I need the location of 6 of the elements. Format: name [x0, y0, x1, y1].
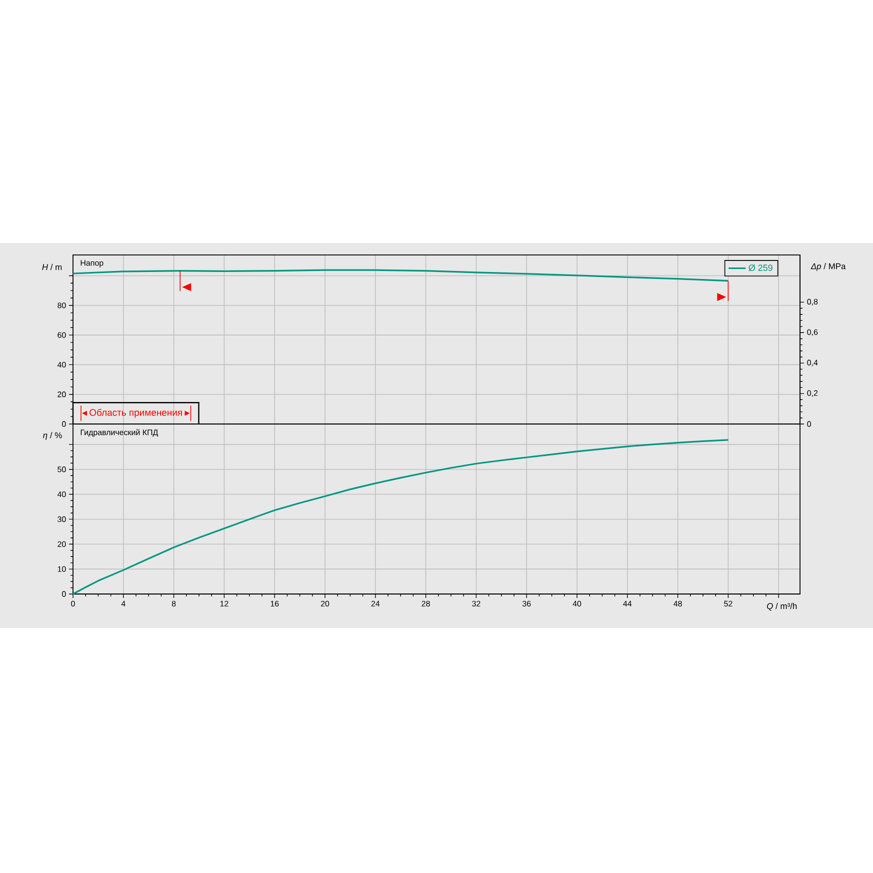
y2-axis-title: Δp / MPa: [810, 263, 846, 271]
annotation: Область применения: [90, 408, 182, 418]
y-axis-title: H / m: [42, 264, 62, 270]
y-axis-title: η / %: [42, 432, 62, 440]
x-axis-title: Q / m³/h: [767, 602, 797, 611]
legend-label: Ø 259: [748, 264, 772, 272]
